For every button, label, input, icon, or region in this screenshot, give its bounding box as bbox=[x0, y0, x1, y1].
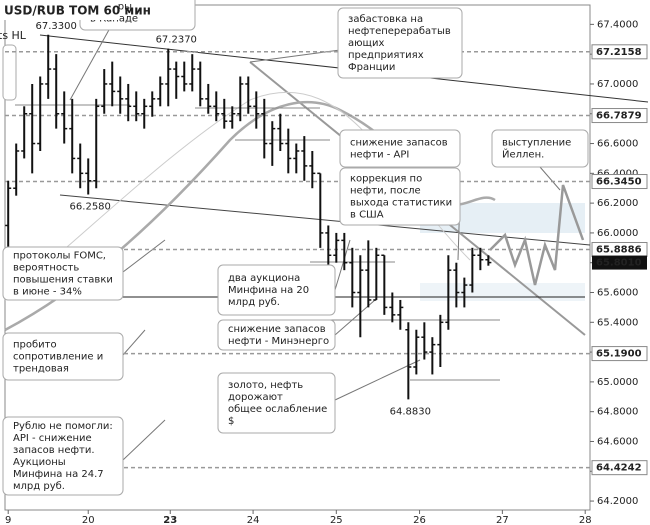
annotation-text: в июне - 34% bbox=[13, 287, 82, 298]
x-tick-label: 25 bbox=[330, 515, 343, 525]
zone bbox=[420, 283, 585, 301]
annotation-text: Аукционы bbox=[13, 457, 66, 468]
y-tick-label: 66.4000 bbox=[597, 168, 638, 179]
annotation-text: два аукциона bbox=[228, 273, 300, 284]
annotation-text: API - снижение bbox=[13, 433, 92, 444]
high-label: 67.2370 bbox=[156, 35, 197, 46]
annotation-box bbox=[339, 129, 461, 168]
y-tick-label: 67.4000 bbox=[597, 19, 638, 30]
annotation-text: $ bbox=[228, 416, 234, 427]
annotation-box bbox=[337, 7, 463, 79]
annotation-text: выступление bbox=[502, 138, 571, 149]
connector bbox=[122, 419, 166, 461]
annotation-box bbox=[217, 319, 336, 351]
annotation-text: млрд руб. bbox=[228, 297, 280, 308]
y-tick-label: 67.0000 bbox=[597, 79, 638, 90]
connector bbox=[122, 239, 166, 273]
annotation-text: Рублю не помогли: bbox=[13, 421, 113, 432]
title-bg bbox=[0, 0, 118, 20]
annotation-text: Йеллен. bbox=[502, 148, 544, 161]
high-label: 67.3300 bbox=[36, 21, 77, 32]
connector bbox=[539, 166, 561, 191]
last-price-box bbox=[592, 255, 647, 270]
annotation-text: коррекция по bbox=[350, 174, 422, 185]
level-label-box bbox=[591, 174, 648, 190]
annotation-text: нефти - API bbox=[350, 150, 409, 161]
level-label: 64.4242 bbox=[596, 463, 642, 474]
y-tick-label: 64.2000 bbox=[597, 496, 638, 507]
connector bbox=[122, 329, 146, 356]
y-tick-label: 66.6000 bbox=[597, 139, 638, 150]
annotation-text: нефтеперерабатыв bbox=[348, 26, 451, 37]
y-tick-label: 65.0000 bbox=[597, 377, 638, 388]
forecast bbox=[489, 184, 585, 286]
annotation-text: забастовка на bbox=[348, 14, 423, 25]
level-label-box bbox=[591, 108, 648, 124]
annotation-text: снижение запасов bbox=[350, 138, 448, 149]
annotation-text: снижение запасов bbox=[228, 324, 326, 335]
annotation-text: запасов нефти. bbox=[13, 445, 95, 456]
level-label: 65.8886 bbox=[596, 245, 642, 256]
connector bbox=[334, 239, 351, 291]
annotation-text: млрд руб. bbox=[13, 481, 65, 492]
annotation-text: Франции bbox=[348, 62, 395, 73]
annotation-box bbox=[2, 44, 17, 101]
y-tick-label: 65.6000 bbox=[597, 288, 638, 299]
y-tick-label: 65.4000 bbox=[597, 317, 638, 328]
level-label-box bbox=[591, 44, 648, 60]
annotation-text: в США bbox=[350, 210, 384, 221]
chart-title: USD/RUB TOM 60 мин bbox=[4, 4, 151, 18]
annotation-text: предприятиях bbox=[348, 50, 424, 61]
annotation-text: пробито bbox=[13, 340, 57, 351]
connector bbox=[69, 27, 111, 101]
level-label: 65.1900 bbox=[596, 349, 642, 360]
x-tick-label: 24 bbox=[247, 515, 260, 525]
last-price-label: 65.8010 bbox=[596, 258, 642, 269]
y-tick-label: 64.8000 bbox=[597, 407, 638, 418]
y-tick-label: 66.2000 bbox=[597, 198, 638, 209]
annotation-box bbox=[217, 264, 336, 316]
annotation-text: нефти - Минэнерго bbox=[228, 336, 329, 347]
level-label: 66.3450 bbox=[596, 177, 642, 188]
annotation-text: вероятность bbox=[13, 263, 79, 274]
y-tick-label: 66.0000 bbox=[597, 228, 638, 239]
x-tick-label: 9 bbox=[5, 515, 11, 525]
annotation-box bbox=[217, 372, 336, 434]
annotation-box bbox=[2, 332, 124, 381]
x-tick-label: 27 bbox=[496, 515, 509, 525]
level-label: 66.7879 bbox=[596, 111, 642, 122]
annotation-text: Минфина на 24.7 bbox=[13, 469, 104, 480]
connector bbox=[334, 359, 421, 401]
x-tick-label: 23 bbox=[163, 515, 177, 525]
x-tick-label: 26 bbox=[413, 515, 426, 525]
annotation-box bbox=[2, 246, 124, 301]
annotation-text: выхода статистики bbox=[350, 198, 452, 209]
low-label: 66.2580 bbox=[70, 201, 111, 212]
annotation-text: золото, нефть bbox=[228, 380, 303, 391]
annotation-text: ающих bbox=[348, 38, 384, 49]
indicator-label: ts HL bbox=[0, 29, 27, 42]
annotation-text: общее ослабление bbox=[228, 404, 327, 415]
annotation-text: сопротивление и bbox=[13, 352, 103, 363]
annotation-box bbox=[339, 167, 461, 226]
level-label-box bbox=[591, 346, 648, 362]
level-label-box bbox=[591, 460, 648, 476]
annotation-box bbox=[491, 129, 589, 168]
level-label: 67.2158 bbox=[596, 47, 642, 58]
annotation-text: трендовая bbox=[13, 364, 69, 375]
annotation-text: протоколы FOMC, bbox=[13, 251, 106, 262]
annotation-text: нефти, после bbox=[350, 186, 421, 197]
y-tick-label: 64.6000 bbox=[597, 436, 638, 447]
x-tick-label: 20 bbox=[82, 515, 95, 525]
x-tick-label: 28 bbox=[579, 515, 592, 525]
annotation-text: повышения ставки bbox=[13, 275, 113, 286]
annotation-text: Минфина на 20 bbox=[228, 285, 309, 296]
connector bbox=[249, 49, 341, 63]
low-label: 64.8830 bbox=[390, 406, 431, 417]
annotation-text: дорожают bbox=[228, 392, 283, 403]
annotation-box bbox=[2, 416, 124, 496]
